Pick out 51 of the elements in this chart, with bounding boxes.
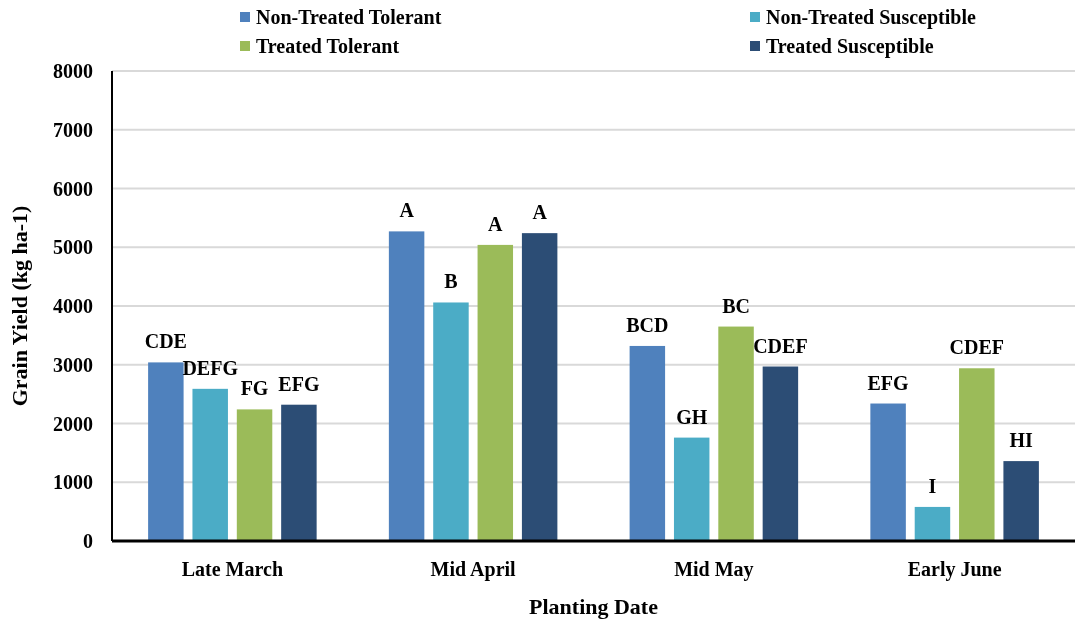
bar [477,244,514,541]
data-label: EFG [867,371,910,394]
data-label: BC [722,294,750,317]
data-label: BCD [626,313,669,336]
y-tick-label: 5000 [53,236,93,259]
y-tick-label: 8000 [53,60,93,82]
legend-label: Treated Susceptible [766,35,934,58]
data-label: CDEF [949,336,1005,359]
bar [629,345,666,541]
bar [718,326,754,541]
bar [1003,461,1039,541]
y-tick-label: 2000 [53,412,93,435]
x-tick-label: Late March [181,558,284,580]
bar [148,362,184,541]
y-axis-title: Grain Yield (kg ha-1) [7,205,32,407]
bar [762,366,799,541]
bar [914,506,951,541]
y-tick-label: 1000 [53,471,93,494]
bar [236,409,273,541]
bar [673,437,710,541]
y-tick-label: 0 [83,530,93,552]
y-tick-label: 7000 [53,118,93,141]
bar [870,403,906,541]
data-label: FG [240,377,269,400]
data-label: HI [1009,429,1034,452]
bar [959,368,995,541]
data-label: DEFG [182,356,239,379]
data-label: CDE [144,330,187,353]
data-label: A [399,199,415,222]
x-tick-label: Mid May [674,558,754,581]
x-tick-label: Early June [907,558,1002,581]
bar [521,233,558,541]
x-tick-label: Mid April [430,558,517,581]
x-axis-title: Planting Date [529,594,659,619]
data-label: I [928,474,937,497]
data-label: EFG [278,372,320,395]
y-tick-label: 6000 [53,177,93,200]
bar [388,231,425,541]
y-tick-label: 4000 [53,295,93,317]
data-label: GH [676,405,708,428]
data-label: B [444,270,458,293]
bar [281,404,317,541]
legend-label: Non-Treated Susceptible [766,6,976,29]
y-tick-label: 3000 [53,353,93,376]
data-label: A [532,201,548,224]
legend-label: Non-Treated Tolerant [256,6,442,28]
bar [433,302,469,541]
bar [192,388,228,541]
legend-label: Treated Tolerant [256,35,400,57]
data-label: CDEF [753,334,808,357]
data-label: A [488,212,504,235]
